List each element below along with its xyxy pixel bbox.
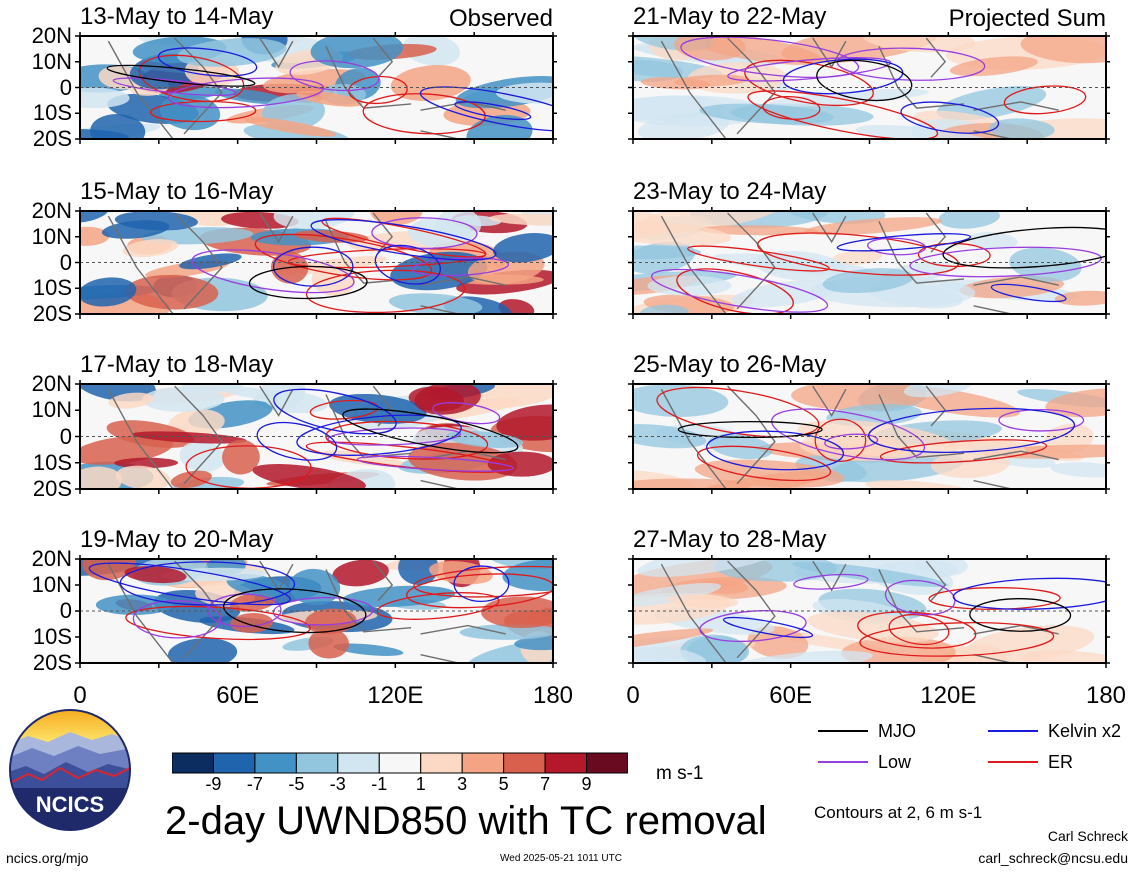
email: carl_schreck@ncsu.edu — [978, 850, 1128, 866]
y-tick-label: 0 — [59, 249, 72, 275]
units-label: m s-1 — [656, 763, 704, 784]
y-tick-label: 20N — [31, 198, 72, 223]
colorbar-swatch — [503, 752, 546, 774]
colorbar-tick-label: 5 — [498, 774, 509, 794]
site-url: ncics.org/mjo — [6, 850, 89, 866]
y-tick-label: 10N — [31, 397, 72, 423]
panel-projected-2 — [633, 211, 1106, 314]
ncics-logo: NCICS — [9, 709, 131, 831]
colorbar-tick-label: 9 — [581, 774, 592, 794]
colorbar-tick-label: -7 — [246, 774, 263, 794]
panel-observed-1 — [80, 36, 553, 139]
colorbar-swatch — [254, 752, 297, 774]
panel-title: 19-May to 20-May — [80, 526, 274, 553]
panel-title: 15-May to 16-May — [80, 178, 274, 205]
y-tick-label: 20N — [31, 371, 72, 396]
y-tick-label: 10S — [32, 100, 72, 126]
panel-title: 17-May to 18-May — [80, 351, 274, 378]
colorbar-tick-label: -1 — [371, 774, 388, 794]
logo-text: NCICS — [36, 792, 104, 817]
x-tick-label: 0 — [73, 682, 87, 709]
x-tick-label: 180 — [532, 682, 574, 709]
panel-title: 23-May to 24-May — [633, 178, 827, 205]
y-tick-label: 20S — [32, 126, 72, 151]
colorbar-swatch — [212, 752, 256, 774]
column-label: Observed — [448, 5, 553, 32]
chart-title: 2-day UWND850 with TC removal — [165, 799, 767, 843]
panel-title: 27-May to 28-May — [633, 526, 827, 553]
colorbar-swatch — [586, 752, 628, 774]
colorbar-swatch — [378, 752, 422, 774]
panel-observed-4 — [80, 559, 553, 663]
colorbar-swatch — [172, 752, 214, 774]
y-tick-label: 10S — [32, 275, 72, 301]
y-tick-label: 0 — [59, 598, 72, 623]
colorbar-tick-label: 1 — [415, 774, 426, 794]
y-tick-label: 0 — [59, 423, 72, 449]
x-tick-label: 0 — [626, 682, 640, 709]
panel-projected-3 — [633, 384, 1106, 489]
colorbar-tick-label: 7 — [540, 774, 551, 794]
colorbar-tick-label: -9 — [205, 774, 222, 794]
x-tick-label: 60E — [216, 682, 259, 709]
x-tick-label: 120E — [367, 682, 424, 709]
y-tick-label: 10N — [31, 223, 72, 249]
colorbar-swatch — [420, 752, 463, 774]
y-tick-label: 20N — [31, 23, 72, 48]
x-tick-label: 180 — [1085, 682, 1127, 709]
colorbar — [172, 752, 628, 774]
panel-title: 13-May to 14-May — [80, 3, 274, 30]
y-tick-label: 10N — [31, 572, 72, 597]
timestamp: Wed 2025-05-21 1011 UTC — [500, 853, 622, 864]
y-tick-label: 20S — [32, 650, 72, 675]
author: Carl Schreck — [1047, 828, 1128, 844]
panel-projected-1 — [633, 36, 1106, 139]
legend-er: ER — [1048, 752, 1074, 772]
y-tick-label: 20S — [32, 301, 72, 326]
x-tick-label: 120E — [920, 682, 977, 709]
y-tick-label: 10N — [31, 48, 72, 74]
panel-observed-2 — [80, 211, 553, 314]
legend-lines — [818, 730, 1038, 763]
column-label: Projected Sum — [948, 5, 1106, 32]
legend-mjo: MJO — [878, 721, 916, 741]
colorbar-tick-label: 3 — [457, 774, 468, 794]
y-tick-label: 20S — [32, 476, 72, 501]
colorbar-tick-label: -5 — [288, 774, 305, 794]
y-tick-label: 10S — [32, 624, 72, 649]
panel-title: 25-May to 26-May — [633, 351, 827, 378]
colorbar-swatch — [544, 752, 588, 774]
legend-low: Low — [878, 752, 912, 772]
colorbar-tick-label: -3 — [329, 774, 346, 794]
colorbar-swatch — [461, 752, 505, 774]
colorbar-swatch — [337, 752, 380, 774]
x-tick-label: 60E — [769, 682, 812, 709]
panel-title: 21-May to 22-May — [633, 3, 827, 30]
colorbar-swatch — [295, 752, 339, 774]
y-tick-label: 0 — [59, 74, 72, 100]
y-tick-label: 10S — [32, 449, 72, 475]
legend-kelvin: Kelvin x2 — [1048, 721, 1122, 741]
y-tick-label: 20N — [31, 546, 72, 571]
contours-note: Contours at 2, 6 m s-1 — [814, 803, 983, 822]
